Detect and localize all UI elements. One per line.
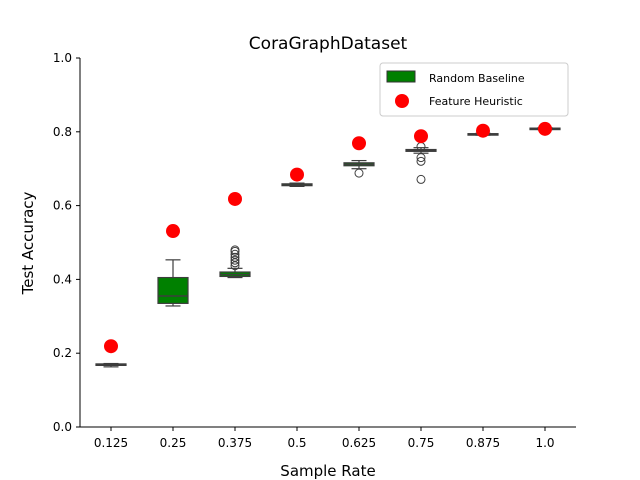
box-0.75 bbox=[405, 142, 437, 184]
x-tick-label: 0.125 bbox=[94, 436, 128, 450]
outlier-point bbox=[416, 156, 426, 166]
legend: Random Baseline Feature Heuristic bbox=[379, 62, 569, 117]
outlier-point bbox=[230, 252, 240, 262]
y-tick-label: 0.0 bbox=[53, 420, 72, 434]
x-tick-label: 0.75 bbox=[408, 436, 435, 450]
x-tick-label: 1.0 bbox=[535, 436, 554, 450]
heuristic-point-0.625 bbox=[352, 136, 366, 151]
outlier-point bbox=[354, 168, 364, 178]
x-tick-label: 0.875 bbox=[466, 436, 500, 450]
x-axis-label: Sample Rate bbox=[280, 462, 375, 480]
heuristic-point-0.375 bbox=[228, 191, 242, 206]
axes: 0.0 0.2 0.4 0.6 0.8 1.0 0.125 0.25 0.375 0.5 0.625… bbox=[53, 51, 576, 450]
legend-label-feature-heuristic: Feature Heuristic bbox=[429, 95, 523, 108]
box-0.125 bbox=[95, 362, 127, 368]
y-tick-label: 0.4 bbox=[53, 272, 72, 286]
y-tick-label: 0.8 bbox=[53, 125, 72, 139]
outlier-point bbox=[230, 245, 240, 255]
box-body bbox=[157, 276, 189, 304]
outlier-point bbox=[230, 255, 240, 265]
outlier-point bbox=[416, 153, 426, 163]
heuristic-point-0.5 bbox=[290, 167, 304, 182]
outlier-point bbox=[416, 174, 426, 184]
x-tick-label: 0.25 bbox=[160, 436, 187, 450]
box-0.375 bbox=[219, 245, 251, 279]
outlier-point bbox=[230, 249, 240, 259]
y-tick-label: 0.2 bbox=[53, 346, 72, 360]
heuristic-point-0.875 bbox=[476, 123, 490, 138]
x-tick-label: 0.375 bbox=[218, 436, 252, 450]
legend-label-random-baseline: Random Baseline bbox=[429, 72, 525, 85]
heuristic-point-0.25 bbox=[166, 224, 180, 239]
chart-title: CoraGraphDataset bbox=[249, 34, 408, 54]
heuristic-point-0.75 bbox=[414, 129, 428, 144]
box-0.625 bbox=[343, 159, 375, 178]
y-tick-label: 0.6 bbox=[53, 199, 72, 213]
heuristic-point-1.0 bbox=[538, 121, 552, 136]
box-0.5 bbox=[281, 182, 313, 188]
x-tick-label: 0.625 bbox=[342, 436, 376, 450]
legend-frame bbox=[379, 62, 569, 117]
heuristic-point-0.125 bbox=[104, 339, 118, 354]
x-tick-label: 0.5 bbox=[287, 436, 306, 450]
plot-area bbox=[95, 121, 561, 368]
box-0.25 bbox=[157, 259, 189, 307]
legend-swatch-random-baseline bbox=[386, 70, 416, 83]
legend-swatch-feature-heuristic bbox=[395, 94, 409, 108]
y-axis-label: Test Accuracy bbox=[19, 191, 37, 295]
y-tick-label: 1.0 bbox=[53, 51, 72, 65]
